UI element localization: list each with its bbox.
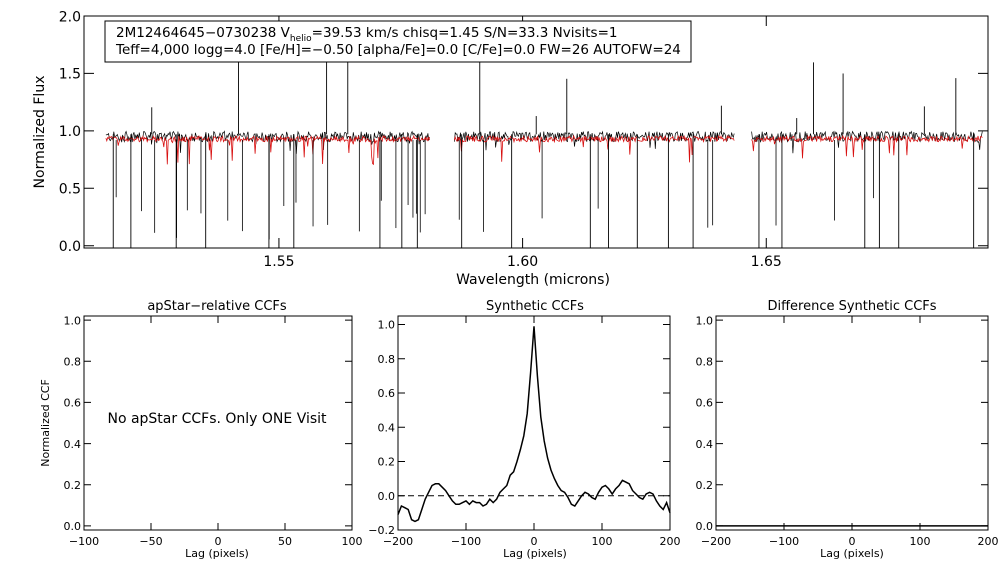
synthetic-plot [397, 326, 671, 523]
difference-xtick-label: −100 [769, 535, 799, 548]
spectrum-xtick-label: 1.55 [263, 254, 294, 270]
difference-xlabel: Lag (pixels) [820, 547, 884, 560]
spectrum-observed-chip-1 [105, 130, 430, 154]
apstar-title: apStar−relative CCFs [147, 299, 287, 314]
apstar-xtick-label: −50 [139, 535, 162, 548]
apstar-xtick-label: 0 [215, 535, 222, 548]
apstar-xtick-label: 50 [278, 535, 292, 548]
synthetic-xlabel: Lag (pixels) [503, 547, 567, 560]
synthetic-ytick-label: 0.6 [378, 387, 396, 400]
apstar-ytick-label: 1.0 [64, 314, 82, 327]
spectrum-xlabel: Wavelength (microns) [456, 272, 610, 288]
spectrum-xtick-label: 1.65 [751, 254, 782, 270]
spectrum-ytick-label: 0.0 [59, 239, 81, 255]
difference-ytick-label: 0.0 [696, 520, 714, 533]
difference-xtick-label: 0 [849, 535, 856, 548]
synthetic-ytick-label: −0.2 [368, 524, 395, 537]
apstar-xlabel: Lag (pixels) [185, 547, 249, 560]
spectrum-synthetic-chip-2 [454, 134, 735, 163]
synthetic-ytick-label: 0.8 [378, 353, 396, 366]
spectrum-ytick-label: 1.5 [59, 67, 81, 83]
difference-ytick-label: 0.2 [696, 479, 714, 492]
difference-xtick-label: 100 [910, 535, 931, 548]
spectrum-ytick-label: 0.5 [59, 182, 81, 198]
synthetic-xtick-label: −200 [383, 535, 413, 548]
apstar-xtick-label: −100 [69, 535, 99, 548]
synthetic-ytick-label: 1.0 [378, 319, 396, 332]
synthetic-xtick-label: 200 [660, 535, 681, 548]
difference-ytick-label: 1.0 [696, 314, 714, 327]
synthetic-ytick-label: 0.2 [378, 456, 396, 469]
spectrum-info-line1: 2M12464645−0730238 Vhelio=39.53 km/s chi… [116, 25, 618, 44]
spectrum-xtick-label: 1.60 [507, 254, 538, 270]
difference-title: Difference Synthetic CCFs [767, 299, 936, 314]
spectrum-ylabel: Normalized Flux [32, 76, 48, 189]
apstar-ytick-label: 0.4 [64, 438, 82, 451]
apstar-ylabel: Normalized CCF [39, 379, 52, 467]
spectrum-synthetic-chip-3 [751, 134, 983, 159]
difference-ticks: −200 −100 0 100 200 0.0 0.2 0.4 0.6 0.8 1.0 [696, 314, 999, 548]
apstar-ticks: −100 −50 0 50 100 0.0 0.2 0.4 0.6 0.8 1.0 [64, 314, 363, 548]
apstar-ytick-label: 0.8 [64, 355, 82, 368]
info-stats: =39.53 km/s chisq=1.45 S/N=33.3 Nvisits=… [312, 25, 618, 41]
difference-ytick-label: 0.4 [696, 438, 714, 451]
spectrum-panel: 1.55 1.60 1.65 0.0 0.5 1.0 1.5 2.0 Wavelength (… [32, 9, 989, 288]
synthetic-ytick-label: 0.4 [378, 421, 396, 434]
apstar-ccf-panel: apStar−relative CCFs −100 −50 0 50 100 0.0 0.2… [39, 299, 363, 560]
synthetic-ticks: −200 −100 0 100 200 −0.2 0.0 0.2 0.4 0.6 0.8 1.0 [368, 316, 681, 548]
apstar-ytick-label: 0.6 [64, 397, 82, 410]
info-helio-subscript: helio [290, 34, 312, 44]
spectrum-synthetic-chip-1 [105, 134, 430, 166]
spectrum-ytick-label: 1.0 [59, 124, 81, 140]
difference-xtick-label: −200 [701, 535, 731, 548]
spectrum-ytick-label: 2.0 [59, 9, 81, 25]
difference-frame [715, 315, 989, 531]
spectrum-observed-chip-3 [751, 130, 983, 154]
spectrum-info-box [104, 20, 692, 63]
synthetic-xtick-label: 100 [592, 535, 613, 548]
apstar-ytick-label: 0.2 [64, 479, 82, 492]
spectrum-frame [83, 15, 989, 249]
spectrum-lines [105, 33, 983, 248]
difference-xtick-label: 200 [978, 535, 999, 548]
difference-ytick-label: 0.6 [696, 397, 714, 410]
apstar-ytick-label: 0.0 [64, 520, 82, 533]
synthetic-ccf-line [397, 326, 671, 523]
spectrum-info-line2: Teff=4,000 logg=4.0 [Fe/H]=−0.50 [alpha/… [115, 42, 681, 58]
difference-ytick-label: 0.8 [696, 355, 714, 368]
synthetic-ytick-label: 0.0 [378, 490, 396, 503]
synthetic-xtick-label: −100 [451, 535, 481, 548]
info-star-id: 2M12464645−0730238 V [116, 25, 291, 41]
apstar-xtick-label: 100 [342, 535, 363, 548]
spectrum-clip-group [105, 33, 983, 248]
synthetic-xtick-label: 0 [531, 535, 538, 548]
synthetic-title: Synthetic CCFs [486, 299, 584, 314]
synthetic-ccf-panel: Synthetic CCFs −200 −100 0 100 200 −0.2 0.0 0.2… [368, 299, 680, 560]
difference-ccf-panel: Difference Synthetic CCFs −200 −100 0 100 20… [696, 299, 999, 560]
apstar-no-ccf-message: No apStar CCFs. Only ONE Visit [107, 411, 327, 427]
synthetic-frame [397, 315, 671, 531]
